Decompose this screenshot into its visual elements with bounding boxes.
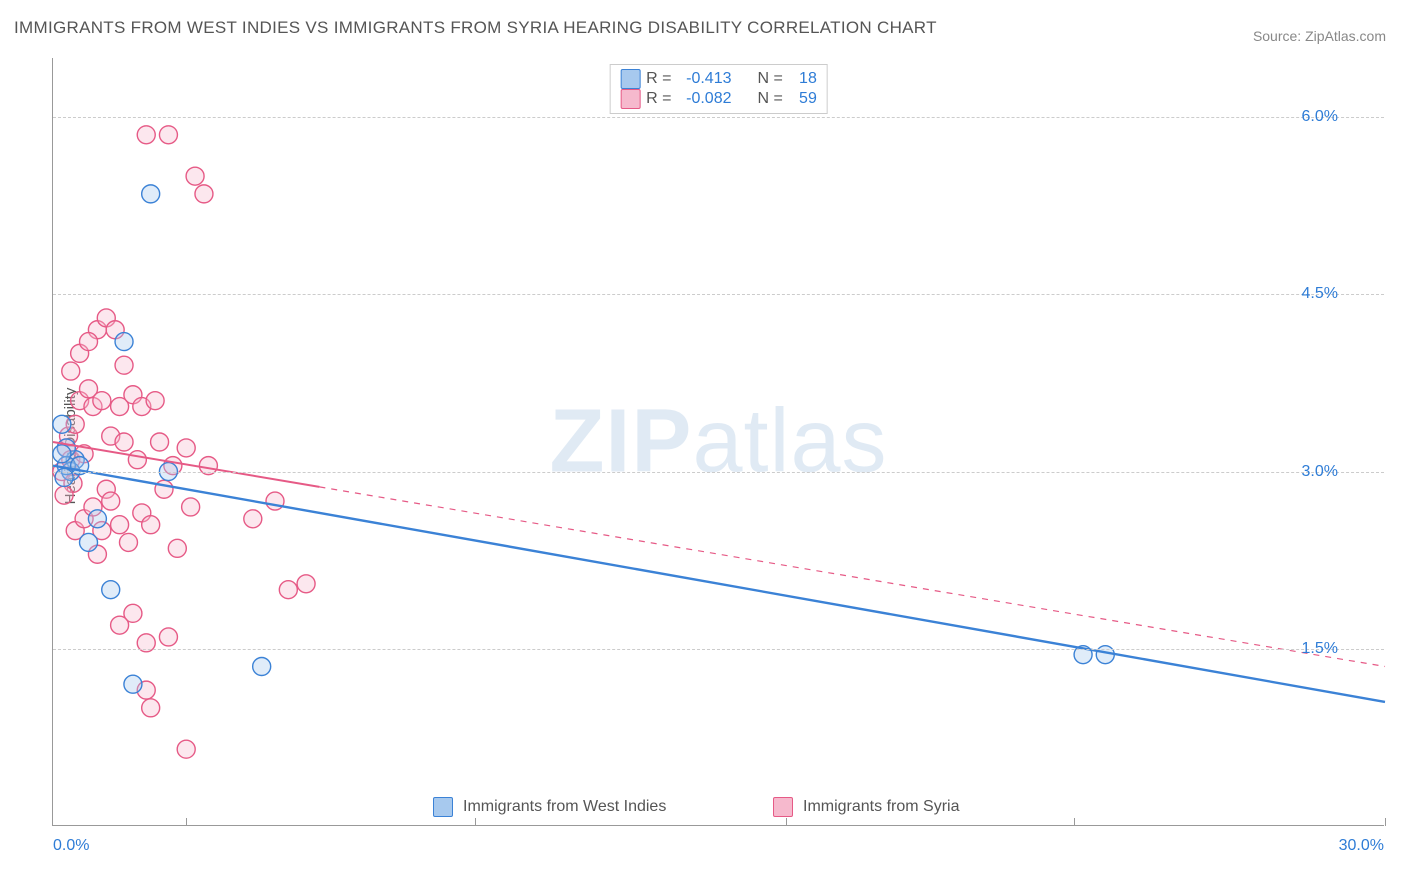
scatter-point <box>177 439 195 457</box>
regression-line <box>319 487 1385 667</box>
r-value-syria: -0.082 <box>678 90 732 108</box>
y-tick-label: 6.0% <box>1302 108 1338 126</box>
scatter-point <box>53 415 71 433</box>
scatter-point <box>182 498 200 516</box>
scatter-point <box>142 699 160 717</box>
x-tick <box>786 818 787 826</box>
legend-item-syria: Immigrants from Syria <box>773 797 959 817</box>
scatter-point <box>279 581 297 599</box>
legend-stats: R = -0.413 N = 18 R = -0.082 N = 59 <box>609 64 828 114</box>
scatter-point <box>115 356 133 374</box>
legend-label-syria: Immigrants from Syria <box>803 798 959 816</box>
n-value-syria: 59 <box>789 90 817 108</box>
scatter-point <box>88 510 106 528</box>
chart-svg <box>53 58 1384 825</box>
scatter-point <box>115 333 133 351</box>
scatter-point <box>142 185 160 203</box>
legend-row-west-indies: R = -0.413 N = 18 <box>620 69 817 89</box>
x-tick <box>1385 818 1386 826</box>
gridline-h <box>53 294 1384 295</box>
r-prefix: R = <box>646 90 671 108</box>
scatter-point <box>111 516 129 534</box>
swatch-west-indies <box>620 69 640 89</box>
r-prefix: R = <box>646 70 671 88</box>
scatter-point <box>146 392 164 410</box>
y-tick-labels: 1.5% 3.0% 4.5% 6.0% <box>1286 58 1346 826</box>
scatter-point <box>168 539 186 557</box>
gridline-h <box>53 649 1384 650</box>
scatter-point <box>124 604 142 622</box>
scatter-point <box>93 392 111 410</box>
scatter-point <box>80 333 98 351</box>
y-tick-label: 1.5% <box>1302 640 1338 658</box>
legend-row-syria: R = -0.082 N = 59 <box>620 89 817 109</box>
source-attribution: Source: ZipAtlas.com <box>1253 28 1386 44</box>
scatter-point <box>124 675 142 693</box>
swatch-syria <box>620 89 640 109</box>
scatter-point <box>151 433 169 451</box>
x-tick <box>475 818 476 826</box>
plot-area: ZIPatlas R = -0.413 N = 18 R = -0.082 N … <box>52 58 1384 826</box>
scatter-point <box>62 362 80 380</box>
scatter-point <box>119 533 137 551</box>
n-prefix: N = <box>758 70 783 88</box>
scatter-point <box>128 451 146 469</box>
scatter-point <box>102 581 120 599</box>
scatter-point <box>80 533 98 551</box>
x-tick <box>186 818 187 826</box>
scatter-point <box>53 445 71 463</box>
swatch-syria-icon <box>773 797 793 817</box>
chart-title: IMMIGRANTS FROM WEST INDIES VS IMMIGRANT… <box>14 18 937 38</box>
r-value-west-indies: -0.413 <box>678 70 732 88</box>
scatter-point <box>102 492 120 510</box>
n-value-west-indies: 18 <box>789 70 817 88</box>
scatter-point <box>115 433 133 451</box>
y-tick-label: 3.0% <box>1302 463 1338 481</box>
scatter-point <box>253 657 271 675</box>
y-tick-label: 4.5% <box>1302 285 1338 303</box>
x-axis-min-label: 0.0% <box>53 837 89 855</box>
scatter-point <box>297 575 315 593</box>
scatter-point <box>266 492 284 510</box>
x-tick <box>1074 818 1075 826</box>
n-prefix: N = <box>758 90 783 108</box>
gridline-h <box>53 472 1384 473</box>
scatter-point <box>155 480 173 498</box>
scatter-point <box>186 167 204 185</box>
scatter-point <box>55 486 73 504</box>
x-axis-max-label: 30.0% <box>1339 837 1384 855</box>
scatter-point <box>137 126 155 144</box>
scatter-point <box>142 516 160 534</box>
gridline-h <box>53 117 1384 118</box>
scatter-point <box>244 510 262 528</box>
scatter-point <box>195 185 213 203</box>
swatch-west-indies-icon <box>433 797 453 817</box>
scatter-point <box>159 628 177 646</box>
legend-item-west-indies: Immigrants from West Indies <box>433 797 666 817</box>
scatter-point <box>159 126 177 144</box>
legend-label-west-indies: Immigrants from West Indies <box>463 798 666 816</box>
scatter-point <box>177 740 195 758</box>
